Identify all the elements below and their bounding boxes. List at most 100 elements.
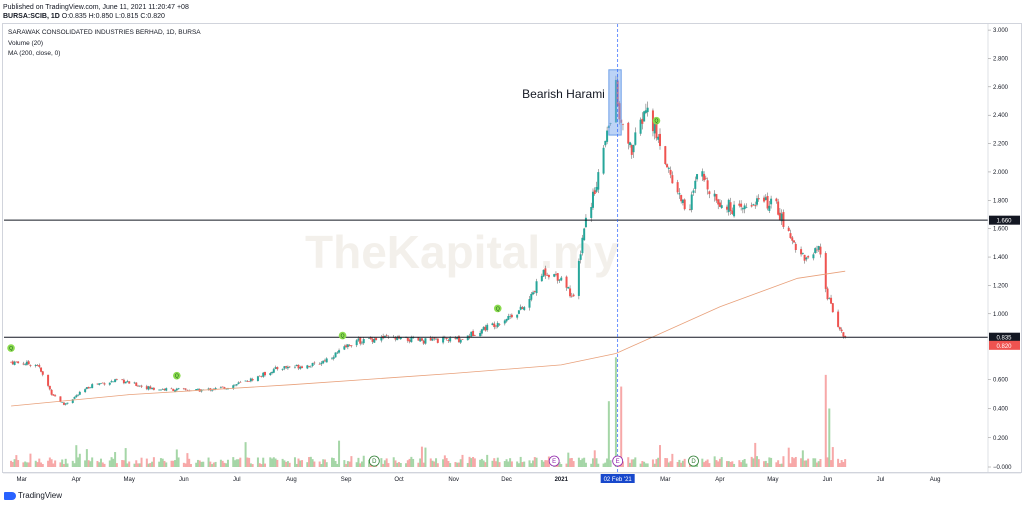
candle[interactable] [126,381,129,382]
candle[interactable] [570,295,573,297]
candle[interactable] [595,186,598,192]
candle[interactable] [517,310,520,314]
candle[interactable] [727,199,730,213]
candle[interactable] [15,361,18,363]
candle[interactable] [671,175,674,184]
candle[interactable] [556,273,559,281]
candle[interactable] [468,336,471,337]
candle[interactable] [239,381,242,383]
candle[interactable] [516,314,519,318]
candle[interactable] [195,389,198,391]
candle[interactable] [64,403,67,405]
candle[interactable] [844,336,847,338]
candle[interactable] [528,299,531,308]
candle[interactable] [683,199,686,210]
candle[interactable] [419,338,422,342]
candle[interactable] [629,142,632,146]
candle[interactable] [535,281,538,294]
candle[interactable] [412,337,415,339]
candle[interactable] [590,207,593,218]
candle[interactable] [787,227,790,232]
candle[interactable] [172,389,175,392]
candle[interactable] [729,202,732,212]
candle[interactable] [472,331,475,336]
candle[interactable] [84,389,87,393]
candle[interactable] [519,306,522,310]
candle[interactable] [826,288,829,300]
candle[interactable] [667,167,670,169]
candle[interactable] [733,204,736,217]
candle[interactable] [815,249,818,251]
candle[interactable] [778,212,781,221]
candle[interactable] [533,291,536,292]
candle[interactable] [175,388,178,391]
candle[interactable] [681,199,684,204]
candle[interactable] [583,228,586,241]
candle[interactable] [61,402,64,403]
candle[interactable] [817,246,820,250]
candle[interactable] [62,402,65,405]
candle[interactable] [380,336,383,341]
candle[interactable] [10,361,13,363]
candle[interactable] [177,388,180,390]
candle[interactable] [692,190,695,193]
candle[interactable] [606,130,609,142]
candle[interactable] [752,204,755,205]
candle[interactable] [431,338,434,341]
candle[interactable] [293,366,296,368]
candle[interactable] [47,374,50,386]
earnings-e-icon[interactable] [612,455,624,467]
candle[interactable] [775,198,778,202]
candle[interactable] [89,387,92,389]
dividend-d-icon[interactable] [368,455,380,467]
candle[interactable] [540,275,543,282]
candle[interactable] [593,190,596,195]
candle[interactable] [22,363,25,365]
candle[interactable] [211,389,214,391]
candle[interactable] [263,371,266,376]
candle[interactable] [694,180,697,189]
candle[interactable] [359,337,362,344]
candle[interactable] [828,298,831,299]
candle[interactable] [831,303,834,313]
candle[interactable] [770,198,773,205]
candle[interactable] [221,386,224,388]
candle[interactable] [731,210,734,214]
candle[interactable] [696,174,699,180]
candle[interactable] [396,336,399,341]
candle[interactable] [73,397,76,399]
candle[interactable] [174,390,177,392]
candle[interactable] [301,366,304,368]
candle[interactable] [597,172,600,190]
candle[interactable] [394,337,397,340]
candle[interactable] [634,132,637,145]
candle[interactable] [745,207,748,208]
candle[interactable] [269,373,272,376]
candle[interactable] [812,254,815,259]
candle[interactable] [436,338,439,343]
candle[interactable] [814,248,817,254]
candle[interactable] [91,384,94,389]
candle[interactable] [581,237,584,254]
candle[interactable] [214,388,217,390]
candle[interactable] [565,276,568,288]
candle[interactable] [309,366,312,368]
earnings-q-icon[interactable] [493,304,502,313]
candle[interactable] [743,205,746,210]
candle[interactable] [406,337,409,341]
candle[interactable] [669,169,672,175]
candle[interactable] [417,337,420,341]
candle[interactable] [461,339,464,340]
candle[interactable] [641,118,644,124]
candle[interactable] [147,386,150,390]
candle[interactable] [371,338,374,342]
candle[interactable] [271,372,274,374]
candle[interactable] [530,293,533,300]
candle[interactable] [553,274,556,277]
candle[interactable] [632,144,635,153]
candle[interactable] [482,327,485,330]
candle[interactable] [246,381,249,382]
candle[interactable] [75,395,78,398]
candle[interactable] [738,203,741,206]
